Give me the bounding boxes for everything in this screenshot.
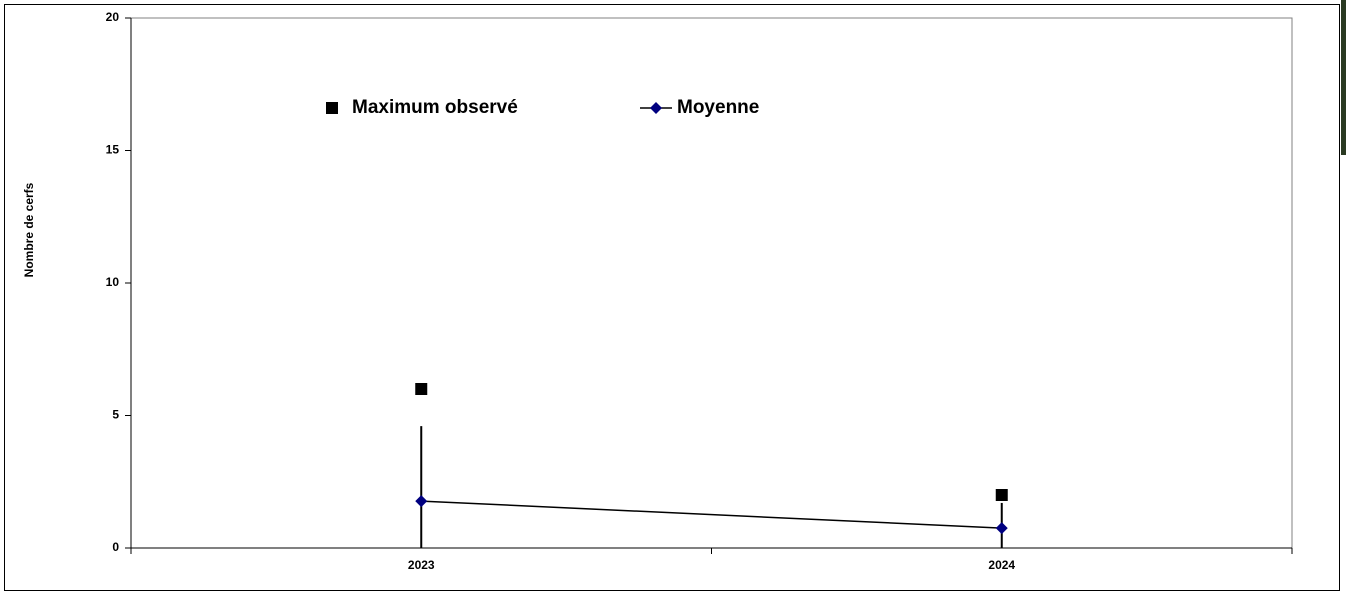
y-tick-label: 0 — [112, 540, 119, 554]
y-tick-label: 15 — [106, 143, 120, 157]
y-tick-label: 20 — [106, 10, 120, 24]
x-tick-label: 2024 — [988, 558, 1015, 572]
data-point — [995, 489, 1008, 501]
legend-marker — [326, 102, 338, 114]
y-tick-label: 10 — [106, 275, 120, 289]
legend-label: Moyenne — [677, 97, 759, 118]
background-photo-edge — [1341, 0, 1346, 155]
data-point — [415, 495, 428, 508]
legend-label: Maximum observé — [352, 97, 518, 118]
series-line — [421, 500, 1002, 529]
x-tick-label: 2023 — [408, 558, 435, 572]
chart-frame — [4, 4, 1340, 591]
y-axis-label: Nombre de cerfs — [22, 182, 36, 277]
plot-clip — [415, 383, 1008, 548]
data-point — [995, 522, 1008, 535]
legend-marker — [650, 102, 662, 114]
data-point — [415, 383, 428, 395]
y-tick-label: 5 — [112, 408, 119, 422]
